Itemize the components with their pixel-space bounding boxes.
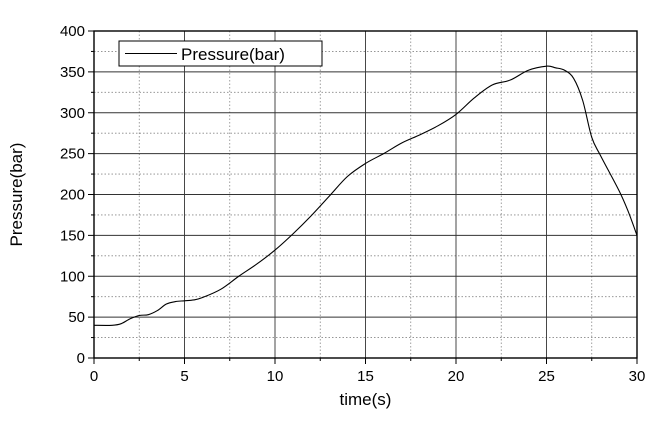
x-axis-title: time(s)	[340, 390, 392, 409]
y-axis-title: Pressure(bar)	[7, 143, 26, 247]
axis-ticks	[88, 30, 638, 364]
y-tick-label: 250	[60, 146, 85, 163]
y-tick-labels: 0 50 100 150 200 250 300 350 400	[60, 23, 85, 367]
major-grid	[94, 31, 637, 358]
series-layer	[93, 65, 638, 326]
y-tick-label: 400	[60, 23, 85, 40]
x-tick-label: 0	[90, 368, 98, 385]
legend: Pressure(bar)	[118, 40, 323, 67]
x-tick-label: 30	[629, 368, 646, 385]
x-tick-labels: 0 5 10 15 20 25 30	[90, 368, 646, 385]
y-tick-label: 150	[60, 227, 85, 244]
y-tick-label: 0	[77, 350, 85, 367]
x-tick-label: 5	[180, 368, 188, 385]
series-line-pressure	[93, 65, 638, 326]
y-tick-label: 350	[60, 64, 85, 81]
x-tick-label: 25	[538, 368, 555, 385]
y-tick-label: 300	[60, 105, 85, 122]
x-tick-label: 15	[357, 368, 374, 385]
y-tick-label: 50	[68, 309, 85, 326]
legend-label: Pressure(bar)	[181, 45, 285, 64]
x-tick-label: 20	[448, 368, 465, 385]
y-tick-label: 100	[60, 268, 85, 285]
y-tick-label: 200	[60, 187, 85, 204]
x-tick-label: 10	[267, 368, 284, 385]
